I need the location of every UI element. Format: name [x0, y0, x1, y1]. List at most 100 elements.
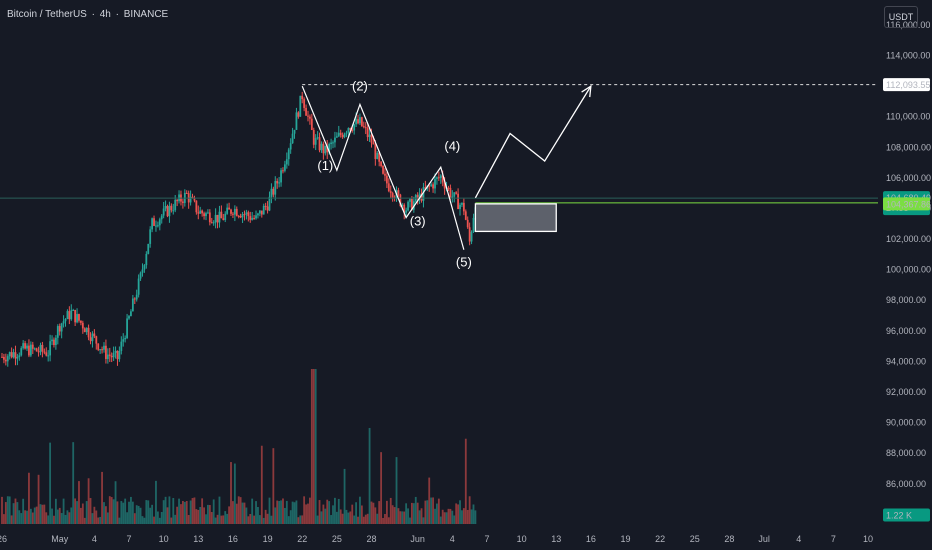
candle-body — [249, 216, 252, 220]
volume-bar — [43, 504, 46, 524]
candle-body — [106, 354, 109, 359]
volume-bar — [309, 497, 311, 524]
x-tick-label: 19 — [621, 534, 631, 544]
candle-body — [232, 213, 234, 215]
volume-bar — [455, 503, 458, 524]
symbol-name: Bitcoin / TetherUS — [7, 9, 87, 20]
currency-button[interactable]: USDT — [884, 6, 918, 28]
volume-bar — [118, 517, 121, 524]
volume-bar — [370, 501, 373, 524]
volume-bar — [243, 502, 246, 524]
volume-bar — [349, 511, 352, 524]
volume-bar — [181, 500, 184, 524]
candle-body — [364, 127, 367, 129]
candle-body — [76, 314, 78, 323]
x-tick-label: May — [51, 534, 69, 544]
candle-body — [287, 149, 290, 160]
candle-body — [201, 210, 204, 214]
candle-body — [272, 188, 275, 195]
candle-body — [51, 339, 53, 342]
volume-bar — [174, 514, 177, 524]
volume-bar — [139, 507, 142, 524]
volume-bar — [366, 513, 369, 524]
volume-bar — [145, 500, 148, 524]
candle-body — [174, 199, 177, 211]
volume-bar — [353, 515, 356, 524]
volume-bar — [272, 448, 275, 524]
candle-body — [45, 352, 48, 356]
volume-bar — [364, 514, 367, 524]
volume-bar — [343, 468, 346, 524]
candle-body — [26, 345, 28, 349]
volume-bar — [260, 445, 263, 524]
volume-bar — [299, 515, 302, 524]
volume-bar — [268, 497, 271, 524]
candle-body — [122, 339, 125, 342]
volume-bar — [6, 496, 9, 524]
candle-body — [428, 185, 431, 187]
x-tick-label: 10 — [863, 534, 873, 544]
candle-body — [226, 207, 229, 214]
candle-body — [233, 208, 236, 215]
y-tick-label: 114,000.00 — [886, 51, 930, 61]
volume-bar — [207, 504, 209, 524]
candle-body — [470, 232, 473, 242]
candle-body — [468, 227, 471, 242]
volume-bar — [303, 496, 306, 524]
volume-bar — [391, 505, 394, 524]
candle-body — [185, 192, 188, 194]
exchange-label: BINANCE — [123, 9, 169, 20]
candle-body — [54, 337, 57, 346]
candle-body — [85, 327, 88, 333]
candle-body — [303, 99, 306, 108]
candle-body — [37, 351, 40, 353]
volume-bar — [39, 504, 42, 524]
volume-bar — [395, 457, 398, 524]
candle-body — [68, 311, 71, 320]
candle-body — [99, 349, 102, 351]
x-tick-label: 4 — [450, 534, 455, 544]
volume-bar — [18, 510, 21, 524]
candle-body — [230, 209, 232, 214]
candle-body — [307, 115, 309, 117]
candle-body — [181, 201, 184, 203]
volume-bar — [339, 509, 342, 524]
volume-bar — [239, 497, 242, 524]
candle-body — [139, 272, 142, 279]
candle-body — [89, 337, 92, 342]
y-tick-label: 108,000.00 — [886, 142, 931, 152]
wave-label: (1) — [317, 158, 333, 173]
volume-bar — [235, 503, 238, 524]
volume-bar — [56, 509, 59, 524]
symbol-title: Bitcoin / TetherUS · 4h · BINANCE — [7, 9, 170, 20]
volume-bar — [449, 508, 452, 524]
volume-bar — [153, 516, 155, 524]
volume-bar — [122, 502, 125, 524]
candle-body — [282, 170, 284, 172]
candle-body — [411, 198, 413, 210]
candle-body — [245, 212, 248, 215]
volume-bar — [447, 508, 450, 524]
volume-bar — [45, 512, 48, 524]
candle-body — [97, 343, 100, 350]
candle-body — [235, 208, 238, 216]
volume-bar — [278, 501, 281, 524]
candle-body — [210, 222, 213, 224]
volume-bar — [135, 505, 138, 524]
candle-body — [114, 350, 117, 353]
volume-bar — [51, 508, 53, 524]
volume-bar — [285, 500, 288, 524]
volume-bar — [282, 498, 284, 524]
volume-bar — [459, 500, 461, 524]
candle-body — [324, 145, 327, 154]
candle-body — [326, 145, 329, 153]
candle-body — [218, 211, 221, 223]
volume-bar — [412, 503, 415, 524]
volume-bar — [26, 510, 28, 524]
volume-bar — [89, 498, 92, 524]
volume-bar — [357, 516, 359, 524]
candle-body — [457, 193, 459, 210]
candle-body — [360, 117, 363, 127]
candle-body — [391, 193, 394, 198]
